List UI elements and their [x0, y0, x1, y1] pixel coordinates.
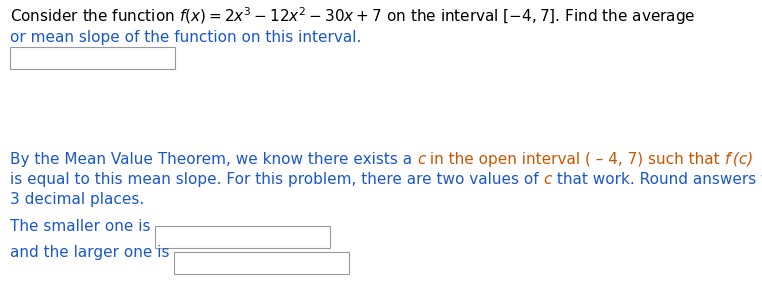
Text: that work. Round answers to: that work. Round answers to: [552, 172, 762, 187]
Text: The smaller one is: The smaller one is: [10, 219, 151, 234]
FancyBboxPatch shape: [155, 226, 329, 248]
Text: or mean slope of the function on this interval.: or mean slope of the function on this in…: [10, 30, 361, 45]
Text: is equal to this mean slope. For this problem, there are two values of: is equal to this mean slope. For this pr…: [10, 172, 543, 187]
Text: f′(c): f′(c): [725, 152, 754, 167]
Text: 3 decimal places.: 3 decimal places.: [10, 192, 144, 207]
FancyBboxPatch shape: [174, 252, 348, 274]
Text: and the larger one is: and the larger one is: [10, 245, 169, 260]
Text: Consider the function $f(x) = 2x^3 - 12x^2 - 30x + 7$ on the interval $[-4, 7]$.: Consider the function $f(x) = 2x^3 - 12x…: [10, 5, 696, 27]
Text: in the open interval ( – 4, 7) such that: in the open interval ( – 4, 7) such that: [425, 152, 725, 167]
Text: c: c: [543, 172, 552, 187]
Text: c: c: [417, 152, 425, 167]
FancyBboxPatch shape: [10, 47, 175, 69]
Text: By the Mean Value Theorem, we know there exists a: By the Mean Value Theorem, we know there…: [10, 152, 417, 167]
